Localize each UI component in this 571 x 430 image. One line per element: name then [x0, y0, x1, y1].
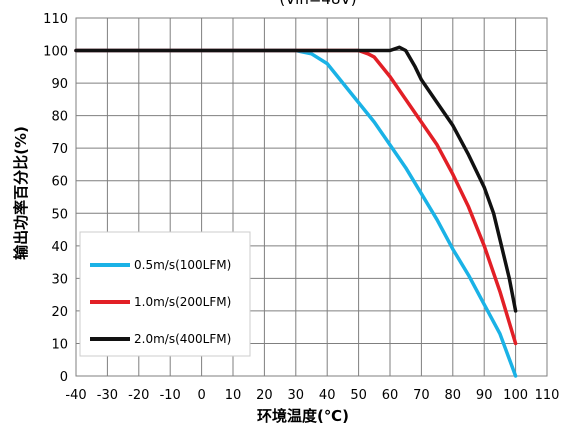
x-tick-label: -20: [128, 388, 149, 403]
legend: 0.5m/s(100LFM) 1.0m/s(200LFM) 2.0m/s(400LF…: [79, 231, 251, 357]
y-tick-label: 20: [51, 305, 68, 320]
y-tick-label: 90: [51, 77, 68, 92]
x-tick-label: 20: [256, 388, 273, 403]
plot-border: [75, 17, 548, 377]
y-tick-label: 10: [51, 337, 68, 352]
y-axis-label: 输出功率百分比(%): [12, 126, 30, 260]
legend-label-1: 0.5m/s(100LFM): [134, 258, 231, 272]
y-tick-label: 30: [51, 272, 68, 287]
chart-title: (Vin=48V): [279, 0, 356, 8]
legend-label-2: 1.0m/s(200LFM): [134, 295, 231, 309]
y-tick-label: 50: [51, 207, 68, 222]
legend-box: [79, 231, 251, 357]
x-tick-label: 50: [350, 388, 367, 403]
x-tick-label: 110: [535, 388, 560, 403]
x-axis-label: 环境温度(℃): [257, 407, 349, 425]
x-tick-label: 70: [413, 388, 430, 403]
legend-label-3: 2.0m/s(400LFM): [134, 332, 231, 346]
x-tick-label: 60: [382, 388, 399, 403]
y-tick-label: 100: [43, 45, 68, 60]
x-tick-label: 10: [225, 388, 242, 403]
x-tick-label: 100: [503, 388, 528, 403]
series-lines: [74, 45, 518, 378]
x-tick-label: 30: [288, 388, 305, 403]
series-line-3: [74, 45, 518, 313]
y-tick-label: 70: [51, 142, 68, 157]
x-tick-label: 40: [319, 388, 336, 403]
y-tick-label: 80: [51, 110, 68, 125]
y-tick-label: 60: [51, 175, 68, 190]
x-tick-label: 90: [476, 388, 493, 403]
y-tick-label: 110: [43, 12, 68, 27]
x-tick-label: 0: [197, 388, 205, 403]
tick-labels: -40 -30 -20 -10 0 10 20 30 40 50 60 70 80 90 100 110 0 10…: [43, 12, 559, 403]
x-tick-label: -10: [160, 388, 181, 403]
x-tick-label: -30: [97, 388, 118, 403]
x-tick-label: 80: [445, 388, 462, 403]
y-tick-label: 40: [51, 240, 68, 255]
x-tick-label: -40: [65, 388, 86, 403]
series-line-1: [74, 48, 518, 378]
y-tick-label: 0: [60, 370, 68, 385]
